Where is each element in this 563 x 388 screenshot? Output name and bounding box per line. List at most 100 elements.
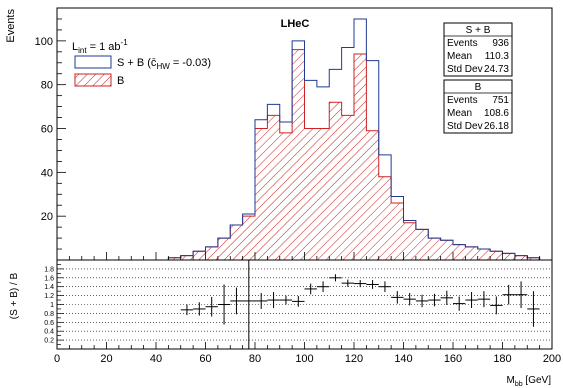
ratio-point [329,274,342,282]
background-bar [230,224,243,260]
x-tick-label: 200 [543,353,561,365]
stats-box-background: B Events 751 Mean 108.6 Std Dev 26.18 [443,79,513,134]
stats-value-mean: 110.3 [485,51,510,62]
ratio-points [180,260,540,349]
ratio-point [304,283,317,295]
ratio-point [279,295,293,305]
luminosity-label: Lint = 1 ab-1 [72,38,128,55]
histogram-y-axis: 20 40 60 80 100 [35,7,66,261]
stats-label-events: Events [447,95,478,106]
ratio-grid [57,268,552,341]
x-tick-label: 140 [394,353,412,365]
background-bar [304,128,317,260]
ratio-y-tick-label: 1.2 [44,293,54,300]
background-bar [514,255,528,260]
background-bar [180,255,194,260]
background-bar [168,257,181,260]
ratio-point [193,302,206,316]
legend-label-background: B [117,75,124,87]
y-tick-label: 20 [41,211,53,223]
background-bar [193,251,206,260]
ratio-point [465,292,478,309]
background-bar [255,128,268,260]
y-tick-label: 40 [41,167,53,179]
x-tick-label: 20 [100,353,112,365]
stats-label-std-dev: Std Dev [447,121,483,132]
background-bar [279,132,293,260]
ratio-point [403,292,416,306]
ratio-point [267,292,280,309]
background-bar [329,102,342,260]
background-bar [341,115,354,260]
background-bar [502,253,515,260]
background-bar [217,238,231,260]
background-bar [453,244,466,260]
y-tick-label: 100 [35,36,53,48]
legend-swatch-background [74,73,112,87]
background-bar [267,115,280,260]
histogram-x-axis [56,252,553,260]
ratio-point [354,280,367,288]
legend-sb-name: S + B (c̄ [117,57,157,69]
legend-sb-tail: = -0.03) [170,57,211,69]
legend-swatch-signal-plus-background [74,55,112,69]
stats-value-std-dev: 24.73 [484,64,509,75]
x-axis-label-unit: [GeV] [523,375,552,386]
stats-box-signal-plus-background: S + B Events 936 Mean 110.3 Std Dev 24.7… [443,22,513,77]
background-bar [316,128,330,260]
luminosity-subscript: int [78,46,87,55]
stats-box-frame [443,22,513,77]
x-axis-label-symbol: M [507,375,515,386]
ratio-point [292,296,305,307]
background-bar [366,130,379,260]
background-bar [378,176,392,260]
stats-label-mean: Mean [447,51,472,62]
ratio-point [366,280,379,289]
x-axis-label-subscript: bb [515,381,523,388]
background-bar [477,249,491,260]
stats-value-events: 751 [492,95,509,106]
stats-box-title: S + B [466,25,491,36]
stats-value-events: 936 [492,38,509,49]
background-bar [490,251,503,260]
x-tick-label: 120 [345,353,363,365]
luminosity-symbol: L [72,41,78,53]
ratio-point [453,296,466,311]
ratio-point [514,281,528,309]
signal-plus-background-outline [131,18,552,261]
ratio-y-tick-label: 1 [50,302,54,309]
y-tick-label: 60 [41,124,53,136]
ratio-y-tick-label: 1.6 [44,275,54,282]
luminosity-superscript: -1 [121,38,129,47]
ratio-point [502,284,515,305]
background-bar [440,240,453,260]
histogram-bars [131,18,552,261]
ratio-point [527,291,540,327]
background-bar [391,203,404,260]
x-tick-label: 180 [493,353,511,365]
histogram-y-axis-label: Events [5,9,17,43]
ratio-point [217,284,231,325]
stats-label-std-dev: Std Dev [447,64,483,75]
background-bar [403,222,416,260]
background-bar [428,238,441,260]
stats-box-frame [443,79,513,134]
background-bar [354,54,367,260]
background-bar [527,257,540,260]
ratio-y-axis: 0.2 0.4 0.6 0.8 1 1.2 1.4 1.6 1.8 [44,259,64,350]
ratio-point [316,281,330,293]
x-tick-label: 60 [199,353,211,365]
legend-label-signal-plus-background: S + B (c̄HW = -0.03) [117,57,211,71]
ratio-y-tick-label: 0.6 [44,320,54,327]
x-axis-label: Mbb [GeV] [507,375,552,388]
stats-label-events: Events [447,38,478,49]
ratio-y-axis-label: (S + B) / B [9,272,20,319]
background-bar [205,246,218,260]
ratio-point [378,281,392,293]
chart-title: LHeC [281,18,310,30]
y-tick-label: 80 [41,80,53,92]
ratio-y-tick-label: 1.4 [44,284,54,291]
ratio-point [230,287,243,315]
background-bar [465,246,478,260]
